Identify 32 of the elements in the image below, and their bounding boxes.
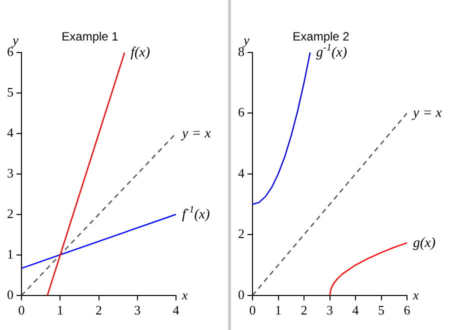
x-tick-label: 0 <box>249 302 256 318</box>
series-label: g(x) <box>413 236 436 251</box>
x-tick-label: 4 <box>172 302 180 318</box>
y-tick-label: 8 <box>238 44 244 59</box>
y-tick-label: 2 <box>238 226 244 242</box>
y-tick-label: 4 <box>238 165 245 180</box>
y-tick-label: 2 <box>7 206 14 221</box>
y-tick-label: 1 <box>7 246 14 262</box>
y-tick-label: 6 <box>238 104 245 120</box>
chart-title: Example 2 <box>292 30 350 44</box>
x-tick-label: 3 <box>134 302 141 318</box>
x-axis-title: x <box>412 287 419 302</box>
y-tick-label: 5 <box>7 84 14 100</box>
x-axis-title: x <box>181 287 188 302</box>
x-tick-label: 6 <box>404 302 411 318</box>
x-tick-label: 0 <box>18 302 25 318</box>
x-tick-label: 2 <box>96 302 102 318</box>
chart-title: Example 1 <box>62 30 119 44</box>
y-axis-title: y <box>242 32 250 48</box>
x-tick-label: 2 <box>300 302 308 318</box>
series-label: f(x) <box>130 45 150 60</box>
x-tick-label: 1 <box>56 302 64 318</box>
y-tick-label: 0 <box>238 286 244 302</box>
x-tick-label: 1 <box>275 302 282 318</box>
x-tick-label: 5 <box>378 302 384 318</box>
x-tick-label: 4 <box>352 302 360 318</box>
y-tick-label: 4 <box>7 124 14 140</box>
series-label: y = x <box>411 106 443 122</box>
series-label: y = x <box>180 126 212 142</box>
x-tick-label: 3 <box>326 302 333 318</box>
y-tick-label: 3 <box>7 165 14 180</box>
y-tick-label: 0 <box>7 286 14 302</box>
